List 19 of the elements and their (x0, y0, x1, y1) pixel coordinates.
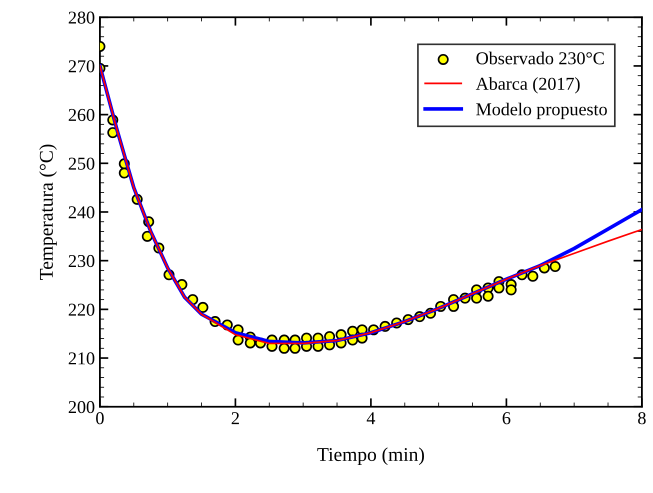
x-tick-label: 8 (638, 412, 646, 424)
y-tick-label: 270 (68, 60, 94, 72)
y-tick-label: 230 (68, 254, 94, 268)
y-tick-label: 280 (68, 12, 94, 24)
y-tick-label: 200 (68, 400, 94, 414)
x-axis-title: Tiempo (min) (317, 447, 424, 466)
y-tick-label: 260 (68, 108, 94, 122)
y-tick-label: 210 (68, 352, 94, 364)
y-tick-label: 220 (68, 304, 94, 316)
x-tick-label: 4 (366, 412, 376, 424)
legend-label: Observado 230°C (476, 52, 604, 64)
y-tick-label: 240 (68, 206, 94, 218)
x-tick-label: 6 (502, 412, 510, 424)
y-axis-title: Temperatura (°C) (39, 144, 57, 280)
y-tick-label: 250 (68, 158, 94, 170)
x-tick-label: 0 (96, 412, 104, 424)
x-tick-label: 2 (232, 412, 239, 424)
legend-label: Abarca (2017) (476, 77, 580, 94)
legend-label: Modelo propuesto (476, 102, 607, 120)
